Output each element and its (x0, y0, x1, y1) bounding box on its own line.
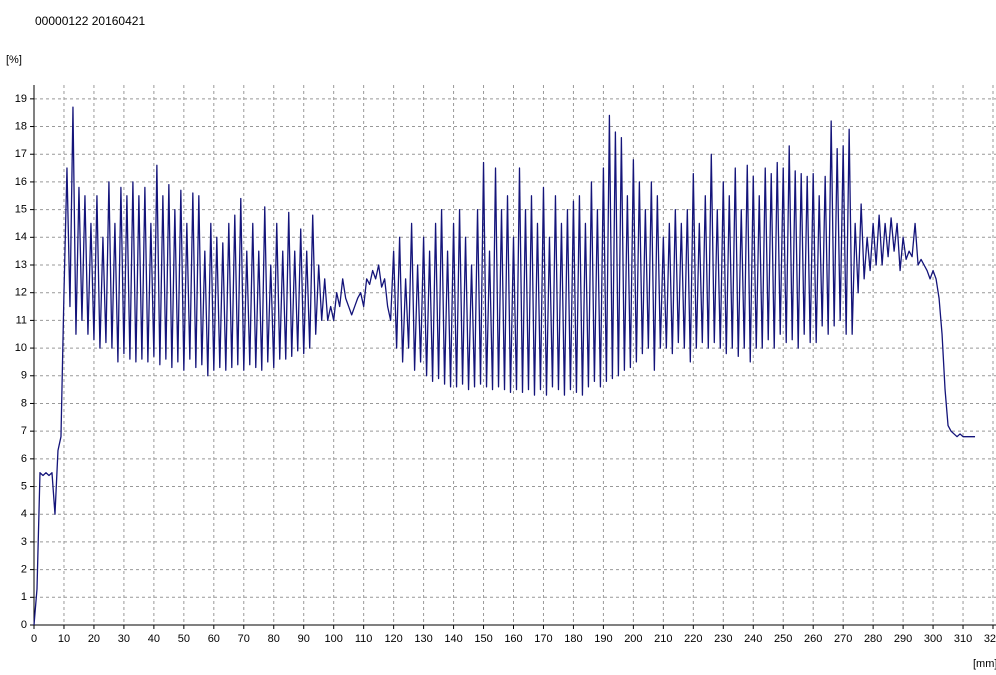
y-tick-label: 8 (21, 397, 27, 409)
x-tick-label: 70 (238, 633, 250, 645)
x-tick-label: 20 (88, 633, 100, 645)
x-tick-label: 120 (384, 633, 402, 645)
y-tick-label: 1 (21, 591, 27, 603)
x-tick-label: 170 (534, 633, 552, 645)
y-tick-label: 12 (15, 287, 27, 299)
y-tick-label: 10 (15, 342, 27, 354)
x-tick-label: 320 (984, 633, 996, 645)
y-tick-label: 4 (21, 508, 27, 520)
y-tick-label: 17 (15, 148, 27, 160)
y-tick-label: 2 (21, 564, 27, 576)
x-tick-label: 100 (325, 633, 343, 645)
chart-title: 00000122 20160421 (35, 14, 145, 28)
y-tick-label: 13 (15, 259, 27, 271)
y-tick-label: 18 (15, 120, 27, 132)
y-tick-label: 14 (15, 231, 27, 243)
x-tick-label: 270 (834, 633, 852, 645)
y-axis-label: [%] (6, 54, 22, 66)
y-tick-label: 7 (21, 425, 27, 437)
x-tick-label: 260 (804, 633, 822, 645)
x-tick-label: 280 (864, 633, 882, 645)
x-tick-label: 230 (714, 633, 732, 645)
x-tick-label: 110 (355, 633, 373, 645)
x-tick-label: 180 (564, 633, 582, 645)
x-tick-label: 130 (414, 633, 432, 645)
x-tick-label: 10 (58, 633, 70, 645)
x-tick-label: 290 (894, 633, 912, 645)
x-tick-label: 60 (208, 633, 220, 645)
x-tick-label: 150 (474, 633, 492, 645)
y-tick-label: 16 (15, 176, 27, 188)
y-tick-label: 3 (21, 536, 27, 548)
y-tick-label: 11 (16, 314, 27, 326)
x-tick-label: 140 (444, 633, 462, 645)
x-tick-label: 40 (148, 633, 160, 645)
x-tick-label: 50 (178, 633, 190, 645)
x-axis-label: [mm] (973, 658, 996, 670)
y-tick-label: 5 (21, 480, 27, 492)
y-tick-label: 19 (15, 93, 27, 105)
x-tick-label: 90 (298, 633, 310, 645)
y-tick-label: 6 (21, 453, 27, 465)
x-tick-label: 0 (31, 633, 37, 645)
x-tick-label: 310 (954, 633, 972, 645)
x-tick-label: 240 (744, 633, 762, 645)
y-tick-label: 9 (21, 370, 27, 382)
x-tick-label: 80 (268, 633, 280, 645)
data-line (33, 106, 976, 626)
x-tick-label: 160 (504, 633, 522, 645)
x-tick-label: 220 (684, 633, 702, 645)
y-tick-label: 15 (15, 204, 27, 216)
x-tick-label: 210 (654, 633, 672, 645)
x-tick-label: 200 (624, 633, 642, 645)
x-tick-label: 30 (118, 633, 130, 645)
x-tick-label: 300 (924, 633, 942, 645)
x-tick-label: 190 (594, 633, 612, 645)
x-tick-label: 250 (774, 633, 792, 645)
y-tick-label: 0 (21, 619, 27, 631)
